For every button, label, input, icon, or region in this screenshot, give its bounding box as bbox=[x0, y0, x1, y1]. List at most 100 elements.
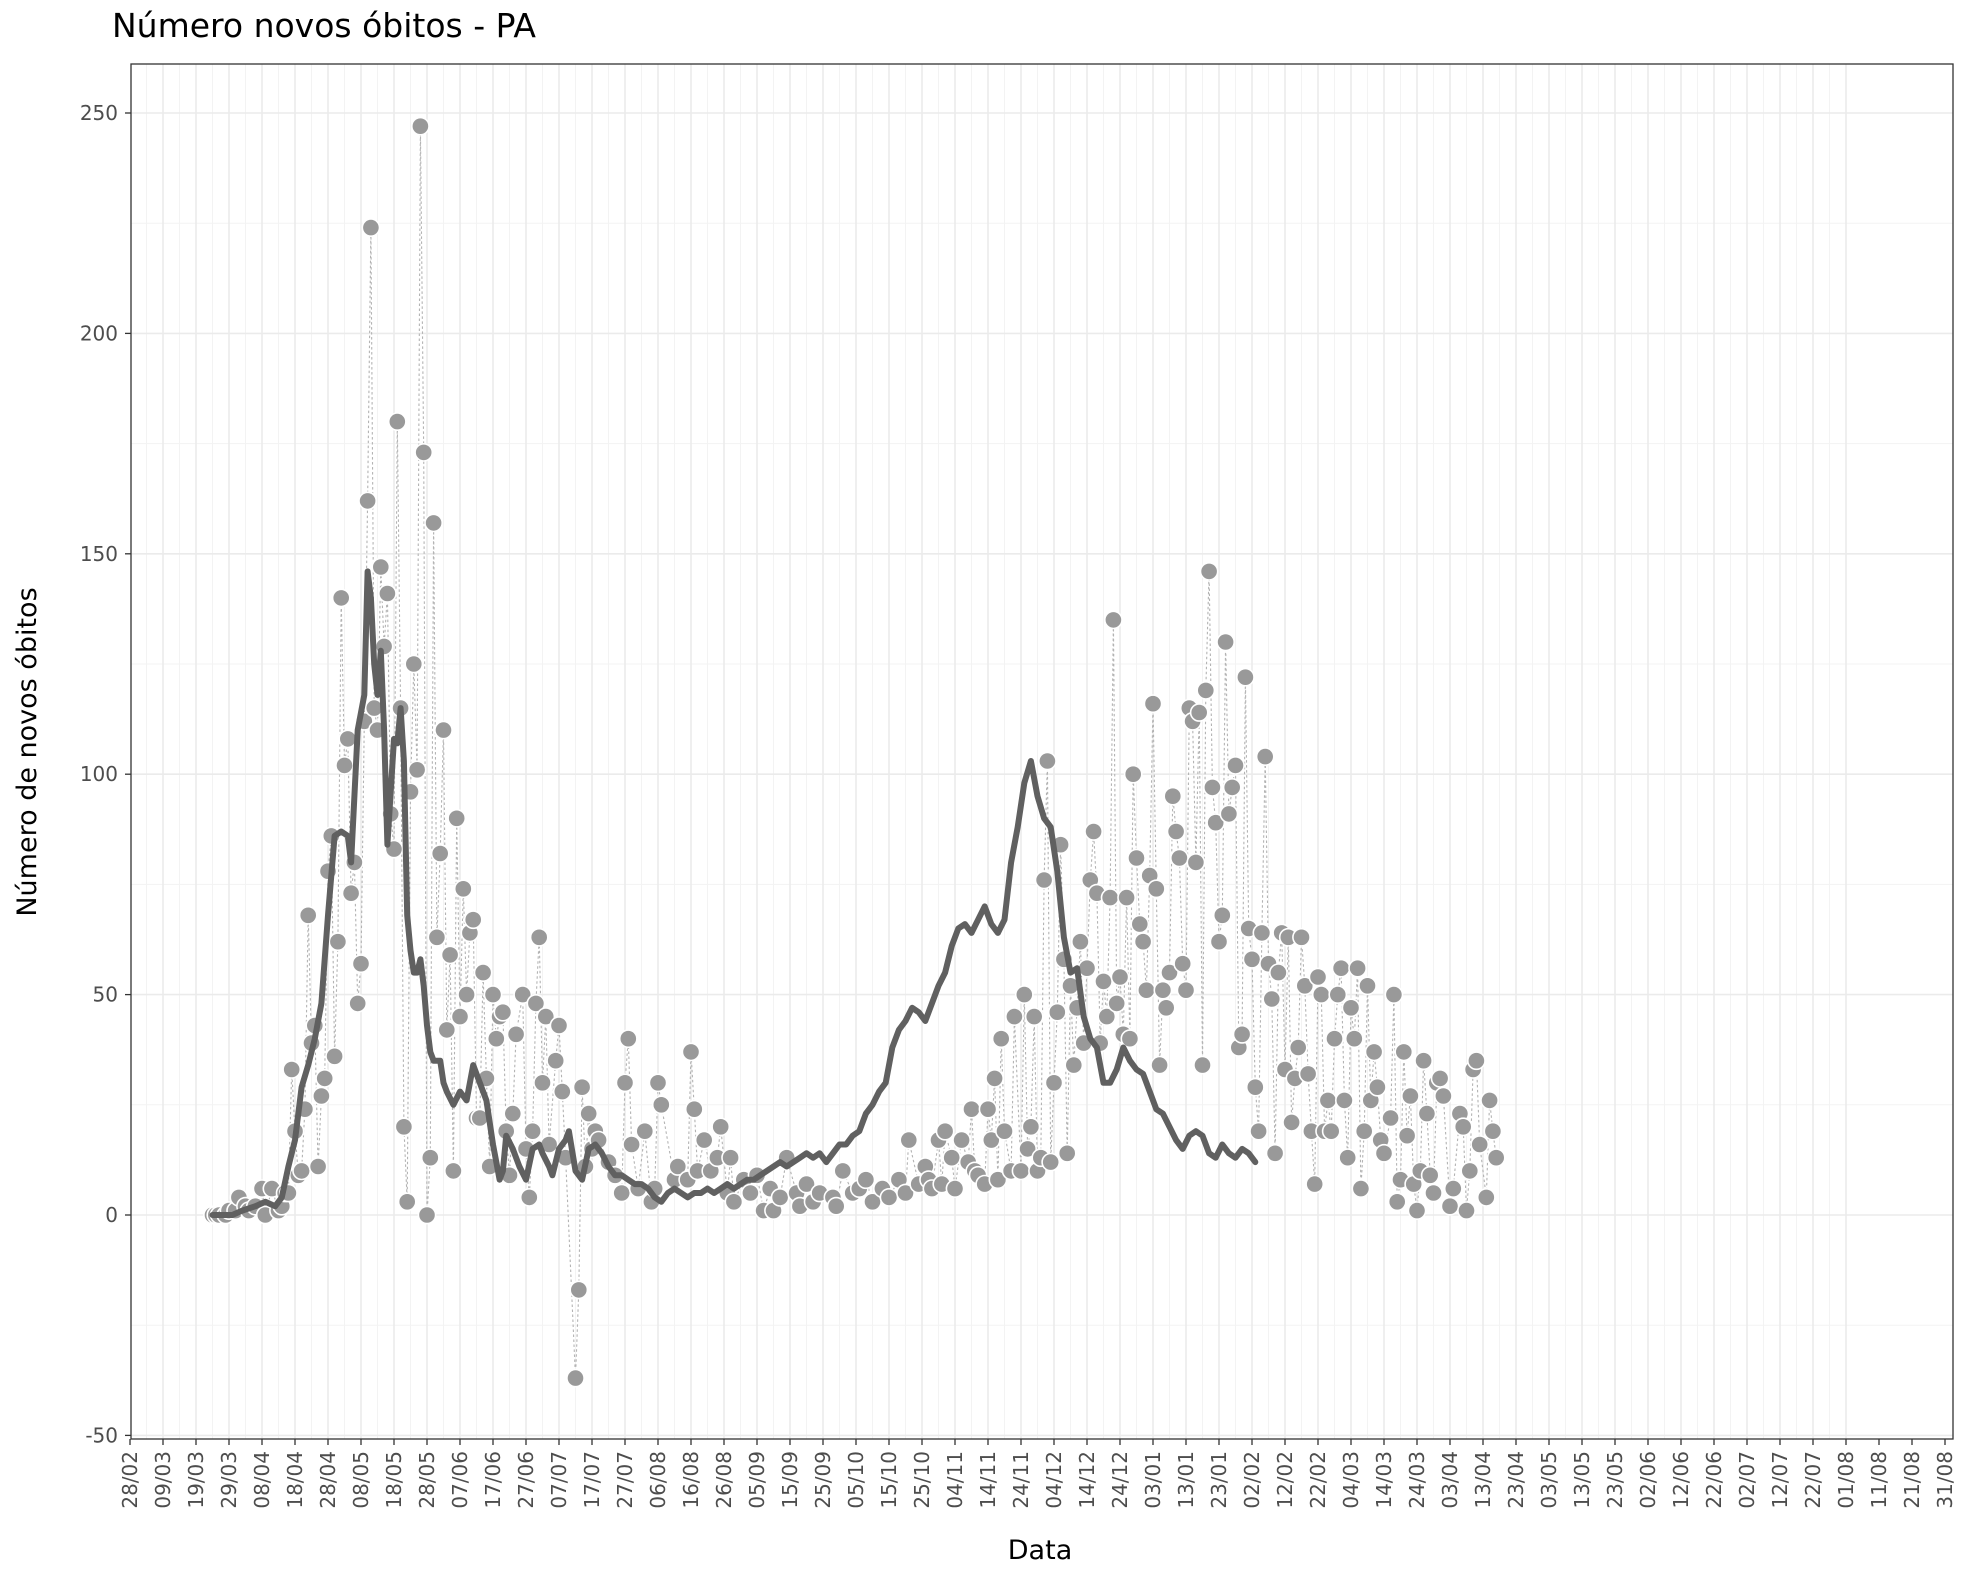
daily-point bbox=[430, 844, 450, 863]
daily-point bbox=[1226, 756, 1245, 775]
daily-point bbox=[896, 1183, 915, 1203]
x-tick-label: 16/08 bbox=[679, 1451, 703, 1509]
daily-point bbox=[1328, 985, 1348, 1005]
y-tick-label: 50 bbox=[93, 983, 118, 1007]
daily-point bbox=[1084, 822, 1104, 841]
daily-point bbox=[533, 1073, 552, 1093]
daily-point bbox=[407, 760, 427, 780]
daily-point bbox=[1173, 954, 1193, 974]
daily-point bbox=[1038, 751, 1057, 771]
x-tick-label: 07/07 bbox=[547, 1451, 571, 1509]
daily-point bbox=[1401, 1086, 1420, 1106]
x-tick-label: 17/06 bbox=[481, 1451, 505, 1509]
daily-point bbox=[879, 1188, 899, 1207]
daily-point bbox=[1384, 985, 1404, 1005]
daily-point bbox=[519, 1188, 539, 1207]
x-tick-label: 27/06 bbox=[514, 1451, 538, 1509]
daily-point bbox=[1358, 976, 1377, 996]
daily-point bbox=[1123, 764, 1143, 784]
x-tick-label: 23/05 bbox=[1603, 1451, 1627, 1509]
daily-point bbox=[1146, 879, 1166, 899]
x-tick-label: 24/12 bbox=[1108, 1451, 1132, 1509]
daily-point bbox=[483, 985, 503, 1005]
x-tick-label: 24/03 bbox=[1405, 1451, 1429, 1509]
y-tick-label: -50 bbox=[85, 1423, 118, 1447]
daily-point bbox=[579, 1104, 599, 1124]
daily-point bbox=[1453, 1117, 1473, 1137]
daily-point bbox=[1288, 1038, 1308, 1057]
x-tick-label: 13/04 bbox=[1471, 1451, 1495, 1509]
daily-point bbox=[1057, 1143, 1077, 1163]
daily-point bbox=[1044, 1073, 1064, 1093]
daily-point bbox=[942, 1148, 962, 1168]
x-tick-label: 23/04 bbox=[1504, 1451, 1528, 1509]
daily-point bbox=[1252, 923, 1272, 943]
daily-point bbox=[1047, 1002, 1067, 1022]
daily-point bbox=[463, 910, 483, 930]
x-tick-label: 31/08 bbox=[1933, 1451, 1957, 1509]
daily-point bbox=[335, 756, 354, 775]
x-tick-label: 07/06 bbox=[448, 1451, 472, 1509]
series-points bbox=[203, 116, 1506, 1388]
daily-point bbox=[417, 1205, 437, 1225]
daily-point bbox=[523, 1121, 543, 1141]
daily-point bbox=[1344, 1029, 1364, 1049]
x-tick-label: 14/11 bbox=[976, 1451, 1000, 1509]
x-tick-label: 17/07 bbox=[580, 1451, 604, 1509]
daily-point bbox=[1486, 1148, 1506, 1168]
x-tick-label: 01/08 bbox=[1834, 1451, 1858, 1509]
x-tick-label: 18/05 bbox=[382, 1451, 406, 1509]
daily-point bbox=[1348, 958, 1368, 978]
daily-point bbox=[486, 1029, 506, 1049]
daily-point bbox=[377, 584, 397, 603]
daily-point bbox=[549, 1016, 569, 1035]
daily-point bbox=[404, 654, 424, 674]
x-axis-title: Data bbox=[1008, 1535, 1072, 1566]
daily-point bbox=[1005, 1007, 1024, 1027]
daily-point bbox=[1311, 985, 1331, 1005]
x-tick-label: 03/04 bbox=[1438, 1451, 1462, 1509]
daily-point bbox=[684, 1099, 704, 1119]
daily-point bbox=[1262, 989, 1282, 1009]
x-tick-label: 14/03 bbox=[1372, 1451, 1396, 1509]
y-axis-title: Número de novos óbitos bbox=[12, 587, 43, 916]
daily-point bbox=[1325, 1029, 1344, 1049]
x-tick-label: 12/02 bbox=[1273, 1451, 1297, 1509]
daily-point bbox=[1443, 1179, 1463, 1199]
daily-point bbox=[1354, 1121, 1374, 1141]
x-tick-label: 13/01 bbox=[1174, 1451, 1198, 1509]
daily-point bbox=[856, 1170, 876, 1190]
daily-point bbox=[668, 1157, 688, 1176]
x-tick-label: 27/07 bbox=[613, 1451, 637, 1509]
daily-point bbox=[506, 1024, 526, 1044]
x-tick-label: 04/11 bbox=[943, 1451, 967, 1509]
x-axis: 28/02 09/03 19/03 29/03 08/04 18/04 28/04 08/05… bbox=[118, 1439, 1957, 1509]
x-tick-label: 11/08 bbox=[1867, 1451, 1891, 1509]
daily-point bbox=[1476, 1188, 1496, 1207]
daily-point bbox=[1166, 822, 1186, 841]
daily-point bbox=[447, 808, 467, 828]
daily-point bbox=[311, 1086, 331, 1106]
daily-point bbox=[615, 1073, 635, 1093]
daily-point bbox=[1295, 976, 1315, 996]
x-tick-label: 03/01 bbox=[1141, 1451, 1165, 1509]
daily-point bbox=[1018, 1139, 1038, 1159]
x-tick-label: 05/09 bbox=[745, 1451, 769, 1509]
daily-point bbox=[427, 927, 447, 947]
daily-point bbox=[681, 1042, 701, 1062]
daily-point bbox=[1071, 932, 1090, 952]
x-tick-label: 26/08 bbox=[712, 1451, 736, 1509]
x-tick-label: 04/03 bbox=[1339, 1451, 1363, 1509]
daily-point bbox=[1417, 1104, 1437, 1124]
x-tick-label: 12/06 bbox=[1669, 1451, 1693, 1509]
daily-point bbox=[1024, 1007, 1044, 1027]
daily-point bbox=[1480, 1091, 1500, 1110]
daily-point bbox=[529, 927, 549, 947]
daily-point bbox=[1321, 1121, 1341, 1141]
chart-title: Número novos óbitos - PA bbox=[112, 6, 536, 45]
daily-point bbox=[358, 491, 378, 511]
daily-point bbox=[361, 218, 381, 238]
daily-point bbox=[1094, 972, 1113, 991]
daily-point bbox=[1209, 932, 1229, 952]
